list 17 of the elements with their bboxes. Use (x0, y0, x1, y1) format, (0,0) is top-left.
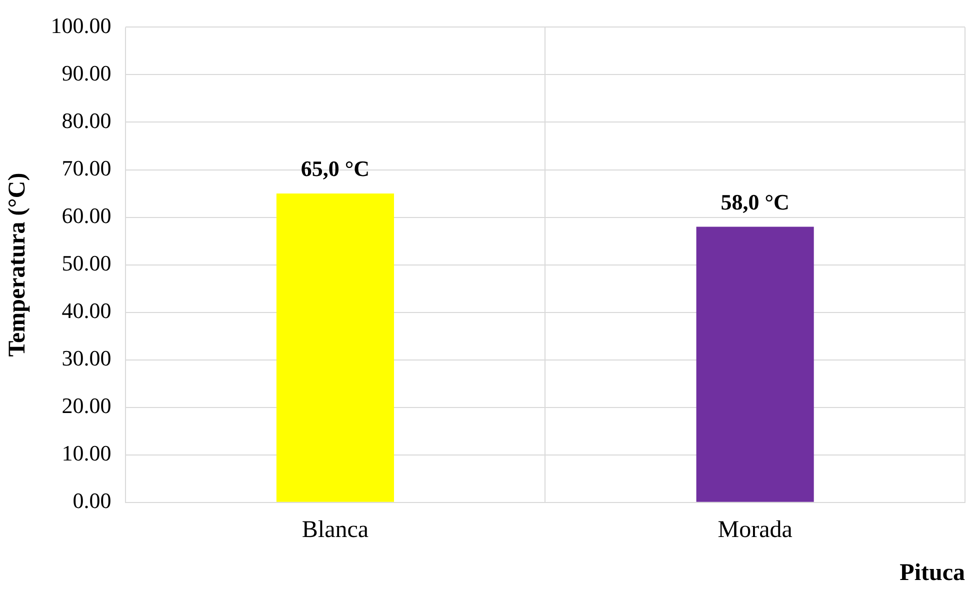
y-tick-label: 90.00 (62, 60, 112, 86)
x-tick-label: Morada (718, 517, 793, 544)
y-tick-label: 100.00 (50, 12, 112, 38)
x-axis-title: Pituca (900, 560, 965, 586)
y-tick-label: 40.00 (62, 298, 112, 324)
y-tick-label: 60.00 (62, 203, 112, 228)
y-tick-label: 80.00 (62, 108, 112, 134)
x-tick-label: Blanca (302, 517, 369, 544)
data-label: 58,0 °C (720, 189, 790, 214)
y-tick-label: 10.00 (62, 440, 112, 466)
data-label: 65,0 °C (300, 156, 370, 182)
y-axis-title: Temperatura (°C) (4, 172, 31, 357)
y-tick-label: 20.00 (62, 393, 112, 418)
y-tick-label: 70.00 (62, 156, 112, 181)
y-tick-label: 0.00 (72, 488, 112, 514)
y-tick-label: 50.00 (62, 250, 112, 276)
y-tick-label: 30.00 (62, 346, 112, 371)
